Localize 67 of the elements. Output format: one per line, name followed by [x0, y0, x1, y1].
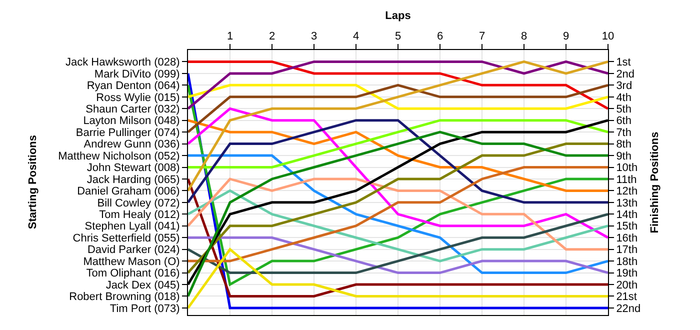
- y2-tick-label: 20th: [616, 279, 638, 292]
- y2-tick-label: 10th: [616, 162, 638, 174]
- category-label: Bill Cowley (072): [97, 197, 180, 210]
- line-series: [188, 178, 608, 251]
- y2-tick-label: 15th: [616, 220, 638, 233]
- line-series: [188, 107, 608, 239]
- category-label: Chris Setterfield (055): [72, 232, 180, 244]
- y2-tick-label: 1st: [616, 56, 631, 69]
- category-label: Ross Wylie (015): [96, 92, 180, 104]
- category-label: Stephen Lyall (041): [84, 220, 180, 233]
- x-tick-label: 2: [268, 30, 276, 43]
- y2-tick-label: 19th: [616, 268, 638, 280]
- category-label: Andrew Gunn (036): [84, 138, 180, 151]
- y2-tick-label: 14th: [616, 209, 638, 222]
- category-label: Jack Hawksworth (028): [65, 56, 180, 69]
- x-tick-label: 5: [394, 30, 402, 43]
- category-label: Jack Harding (065): [86, 174, 180, 186]
- category-label: Tim Port (073): [110, 302, 180, 315]
- y2-tick-label: 4th: [616, 92, 632, 104]
- y2-tick-label: 12th: [616, 186, 638, 198]
- x-tick-label: 3: [310, 30, 318, 43]
- y2-tick-label: 13th: [616, 197, 638, 210]
- line-series: [188, 166, 608, 262]
- y2-tick-label: 9th: [616, 150, 632, 162]
- category-label: Ryan Denton (064): [86, 80, 180, 92]
- y2-tick-label: 11th: [616, 174, 637, 186]
- y2-tick-label: 2nd: [616, 68, 635, 80]
- line-series: [188, 212, 608, 274]
- line-series: [188, 60, 608, 192]
- y2-tick-label: 5th: [616, 103, 632, 116]
- line-series: [188, 189, 608, 262]
- line-series: [188, 60, 608, 110]
- category-label: Matthew Nicholson (052): [58, 150, 180, 162]
- x-tick-label: 9: [562, 30, 570, 43]
- line-series: [188, 119, 608, 169]
- category-label: Daniel Graham (006): [77, 186, 180, 198]
- line-series: [188, 236, 608, 274]
- category-label: Layton Milson (048): [83, 115, 180, 128]
- text: Starting Positions: [27, 134, 40, 230]
- category-label: Jack Dex (045): [106, 279, 180, 292]
- x-tick-label: 8: [520, 30, 528, 43]
- x-tick-label: 10: [602, 30, 614, 43]
- x-tick-label: 4: [352, 30, 360, 43]
- x-axis-title: Laps: [385, 10, 411, 22]
- category-label: Barrie Pullinger (074): [76, 126, 180, 139]
- x-tick-label: 6: [436, 30, 444, 43]
- category-label: Shaun Carter (032): [86, 103, 180, 116]
- category-label: Tom Oliphant (016): [86, 268, 180, 280]
- y2-tick-label: 6th: [616, 115, 632, 128]
- category-label: David Parker (024): [87, 244, 180, 256]
- y2-axis-title: Finishing Positions: [648, 132, 661, 234]
- category-label: Mark DiVito (099): [94, 68, 180, 80]
- y2-tick-label: 3rd: [616, 80, 632, 92]
- y2-tick-label: 8th: [616, 138, 632, 151]
- y2-tick-label: 17th: [616, 244, 638, 256]
- y2-tick-label: 18th: [616, 256, 638, 268]
- category-label: Tom Healy (012): [99, 209, 180, 222]
- y2-tick-label: 21st: [616, 291, 637, 304]
- category-label: Robert Browning (018): [69, 291, 180, 304]
- line-series: [188, 248, 608, 310]
- x-tick-label: 7: [478, 30, 486, 43]
- category-label: John Stewart (008): [86, 162, 180, 174]
- x-tick-label: 1: [226, 30, 234, 43]
- y2-tick-label: 22nd: [616, 302, 641, 315]
- category-label: Matthew Mason (O): [83, 256, 180, 268]
- y2-tick-label: 7th: [616, 126, 632, 139]
- y2-tick-label: 16th: [616, 232, 638, 244]
